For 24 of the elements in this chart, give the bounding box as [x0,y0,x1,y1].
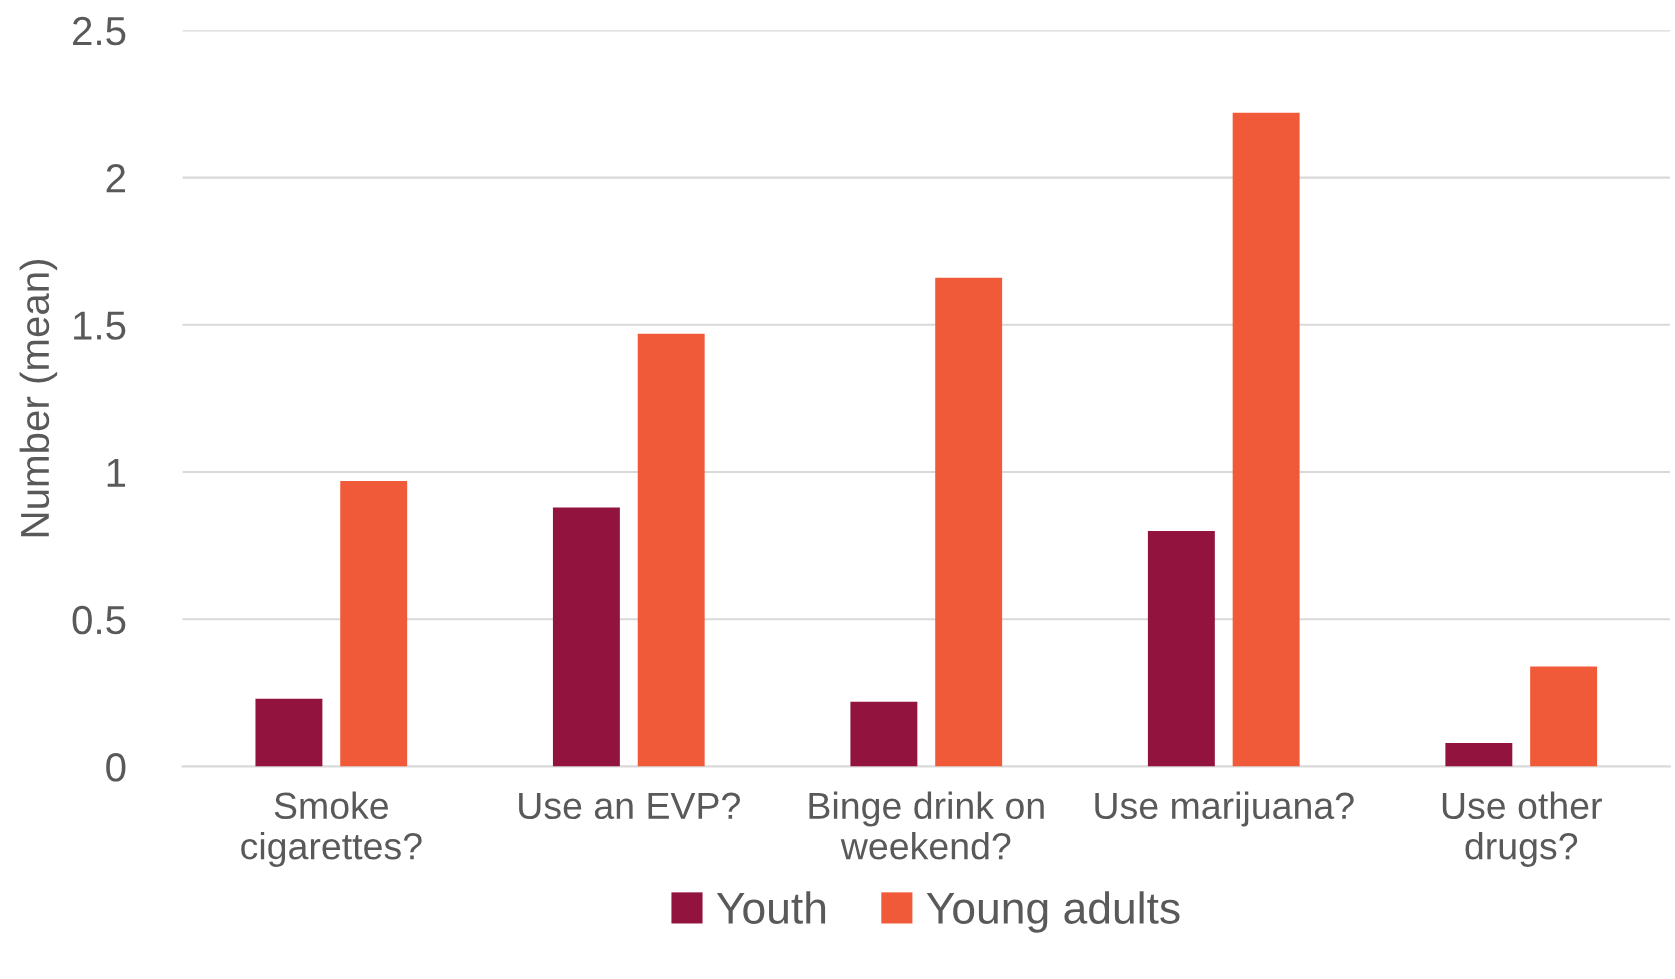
bar [1445,743,1513,767]
x-tick-label: Binge drink on weekend? [809,791,1044,860]
y-axis-title: Number (mean) [19,259,58,537]
bar [1530,666,1598,767]
y-tick-label: 2.5 [73,16,126,46]
x-tick-label: Use an EVP? [519,792,740,820]
y-tick-label: 1 [107,458,126,487]
x-tick-label: Smoke cigarettes? [241,791,422,867]
bar [552,507,620,767]
legend-label: Youth [716,891,826,924]
bar [1147,530,1215,767]
bar [255,698,323,767]
y-tick-label: 0 [106,753,126,782]
x-tick-label: Use other drugs? [1442,791,1602,867]
bar [850,701,918,767]
bar [1232,112,1300,767]
legend-label: Young adults [926,891,1180,933]
bar [637,333,705,767]
x-tick-label: Use marijuana? [1095,791,1354,827]
y-tick-label: 0.5 [72,605,126,635]
bar [340,480,408,767]
bar [935,277,1003,767]
y-tick-label: 1.5 [74,311,126,340]
y-tick-label: 2 [106,164,125,193]
